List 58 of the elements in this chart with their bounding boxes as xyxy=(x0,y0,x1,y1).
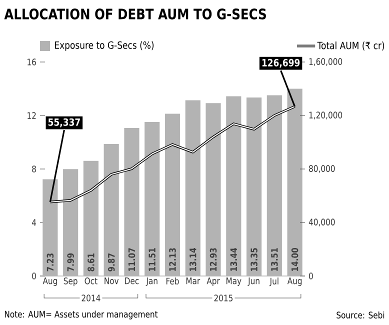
y2-tick-label: 1,60,000 xyxy=(309,58,342,66)
bar xyxy=(104,144,119,276)
y-tick-label: 12 xyxy=(28,112,36,119)
bar xyxy=(124,128,140,276)
bar xyxy=(185,100,200,276)
x-tick-label: Jan xyxy=(146,278,158,286)
y2-tick-label: 1,20,000 xyxy=(309,112,342,120)
legend-label: Total AUM (₹ cr) xyxy=(317,42,384,50)
data-label: 13.44 xyxy=(230,248,238,271)
data-label: 126,699 xyxy=(262,58,300,68)
data-label: 13.14 xyxy=(189,248,196,271)
data-label: 12.13 xyxy=(169,248,176,271)
bar xyxy=(246,97,262,276)
bar xyxy=(287,88,302,276)
x-tick-label: Aug xyxy=(287,278,302,286)
y2-tick-label: 0 xyxy=(309,272,313,280)
data-label: 7.99 xyxy=(67,253,74,272)
text: 2015 xyxy=(214,294,233,302)
bar xyxy=(226,96,242,276)
x-tick-label: Apr xyxy=(206,278,220,286)
bar xyxy=(206,103,221,276)
data-label: 11.51 xyxy=(148,248,156,271)
x-tick-label: Mar xyxy=(186,278,200,284)
y-tick-label: 4 xyxy=(32,219,36,226)
bar xyxy=(266,95,282,276)
y-tick-label: 16 xyxy=(28,58,36,66)
data-label: 13.35 xyxy=(250,248,258,271)
x-tick-label: Sep xyxy=(64,278,78,286)
y-tick-label: 0 xyxy=(32,272,36,280)
bar xyxy=(83,160,99,276)
x-tick-label: Dec xyxy=(125,278,139,284)
bar xyxy=(63,169,78,276)
data-label: 11.07 xyxy=(128,248,136,271)
y2-tick-label: 40,000 xyxy=(308,218,335,226)
y-tick-label: 8 xyxy=(32,166,36,172)
text: Note: AUM= Assets under management xyxy=(4,310,158,320)
bar xyxy=(144,122,160,276)
x-tick-label: Jul xyxy=(269,278,278,286)
data-label: 8.61 xyxy=(88,253,94,272)
data-label: 14.00 xyxy=(291,248,298,271)
data-label: 55,337 xyxy=(48,118,80,128)
chart-title: ALLOCATION OF DEBT AUM TO G-SECS xyxy=(4,8,266,20)
legend-label: Exposure to G-Secs (%) xyxy=(55,41,154,51)
x-tick-label: Jun xyxy=(248,278,260,286)
source-note: Source: Sebi xyxy=(336,312,384,318)
x-tick-label: May xyxy=(226,278,242,286)
x-tick-label: Oct xyxy=(84,278,98,284)
text: 2014 xyxy=(82,294,100,302)
data-label: 9.87 xyxy=(108,254,115,272)
bar xyxy=(164,114,180,276)
x-tick-label: Nov xyxy=(104,278,119,284)
data-label: 7.23 xyxy=(46,254,54,272)
data-label: 13.51 xyxy=(271,248,278,271)
bar xyxy=(42,179,58,276)
x-tick-label: Aug xyxy=(42,278,57,286)
y2-tick-label: 80,000 xyxy=(309,165,335,173)
data-label: 12.93 xyxy=(210,248,217,271)
x-tick-label: Feb xyxy=(166,278,179,284)
